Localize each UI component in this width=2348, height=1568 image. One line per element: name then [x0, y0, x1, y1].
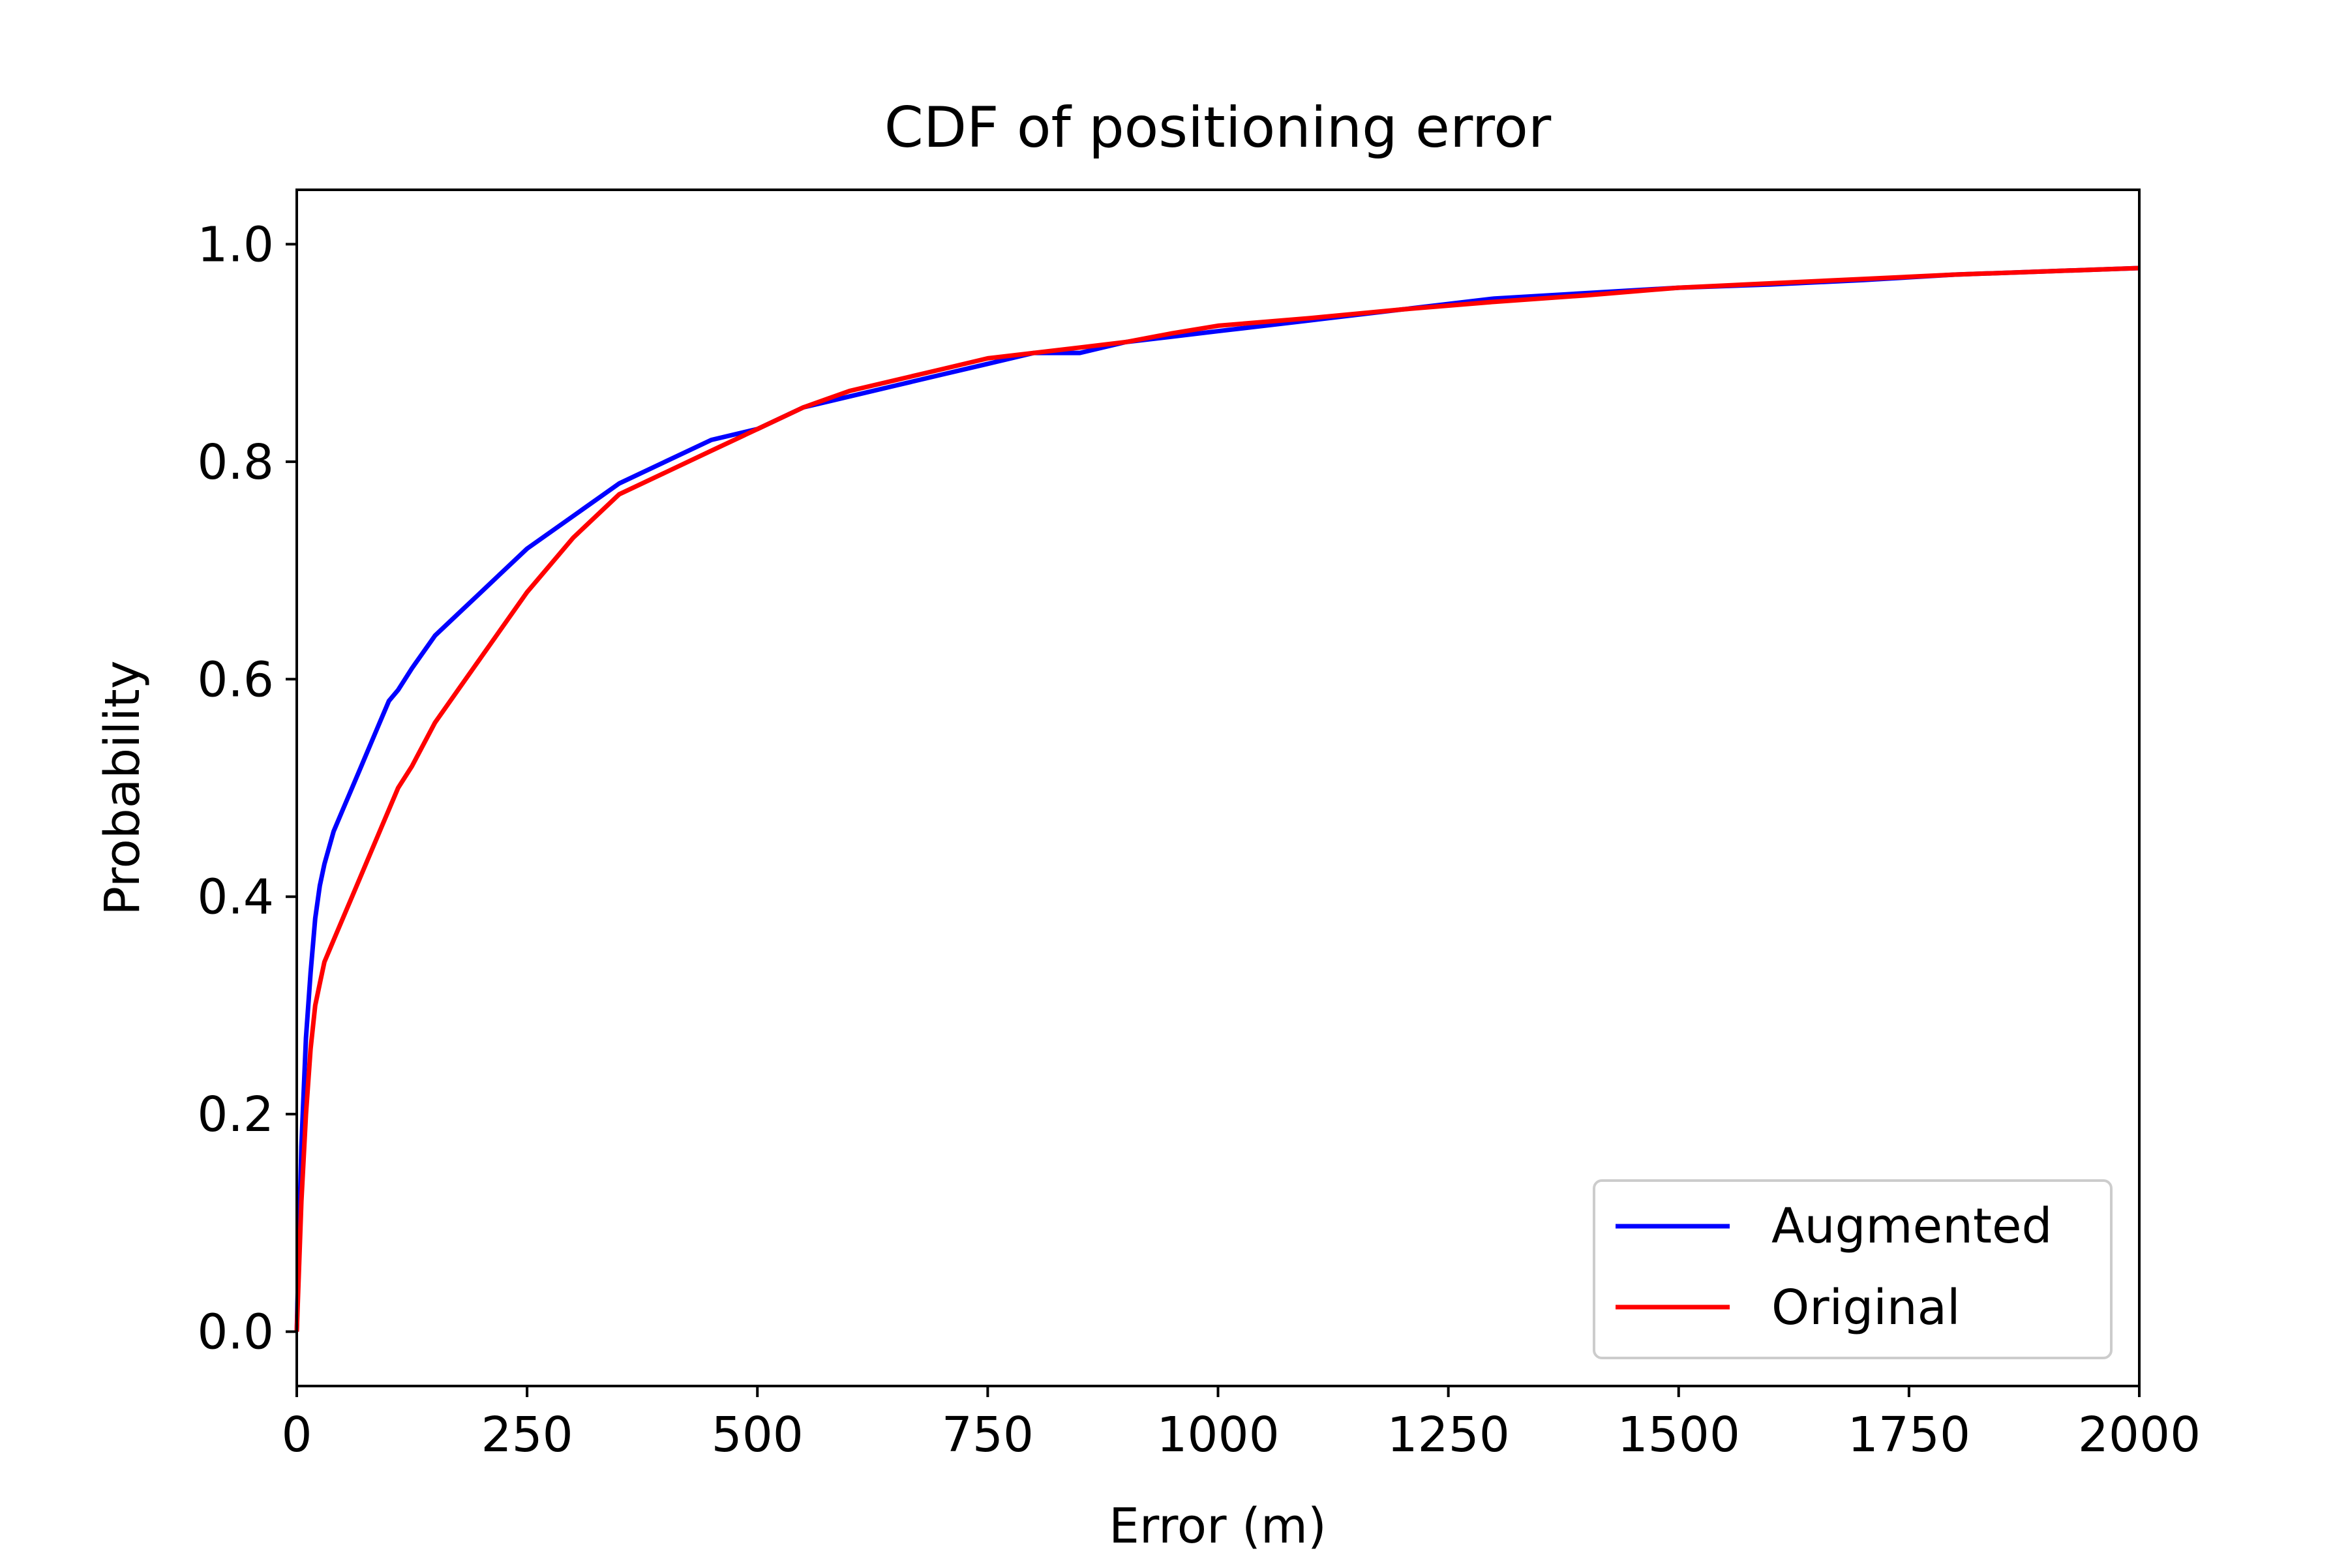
- y-tick-label: 0.0: [197, 1304, 274, 1361]
- y-tick-label: 0.4: [197, 869, 274, 926]
- y-axis-ticks: 0.0 0.2 0.4 0.6 0.8 1.0: [197, 217, 297, 1361]
- legend-label-original: Original: [1771, 1280, 1961, 1336]
- x-tick-label: 250: [481, 1407, 573, 1463]
- x-tick-label: 1250: [1387, 1407, 1509, 1463]
- x-axis-label: Error (m): [1109, 1498, 1327, 1554]
- x-tick-label: 1500: [1618, 1407, 1740, 1463]
- legend: Augmented Original: [1593, 1179, 2113, 1359]
- y-tick-label: 1.0: [197, 217, 274, 273]
- y-tick-label: 0.2: [197, 1087, 274, 1143]
- y-tick-label: 0.6: [197, 652, 274, 708]
- series-line-original: [294, 265, 2140, 1332]
- x-tick-label: 500: [712, 1407, 804, 1463]
- y-tick-label: 0.8: [197, 434, 274, 490]
- x-tick-label: 750: [942, 1407, 1034, 1463]
- legend-label-augmented: Augmented: [1771, 1198, 2053, 1254]
- x-tick-label: 1000: [1156, 1407, 1279, 1463]
- x-tick-label: 0: [281, 1407, 312, 1463]
- y-axis-label: Probability: [95, 660, 151, 915]
- series-layer: [294, 265, 2140, 1332]
- x-tick-label: 2000: [2078, 1407, 2201, 1463]
- chart-title: CDF of positioning error: [884, 95, 1552, 160]
- x-tick-label: 1750: [1848, 1407, 1970, 1463]
- x-axis-ticks: 0 250 500 750 1000 1250 1500 1750 2000: [281, 1386, 2201, 1463]
